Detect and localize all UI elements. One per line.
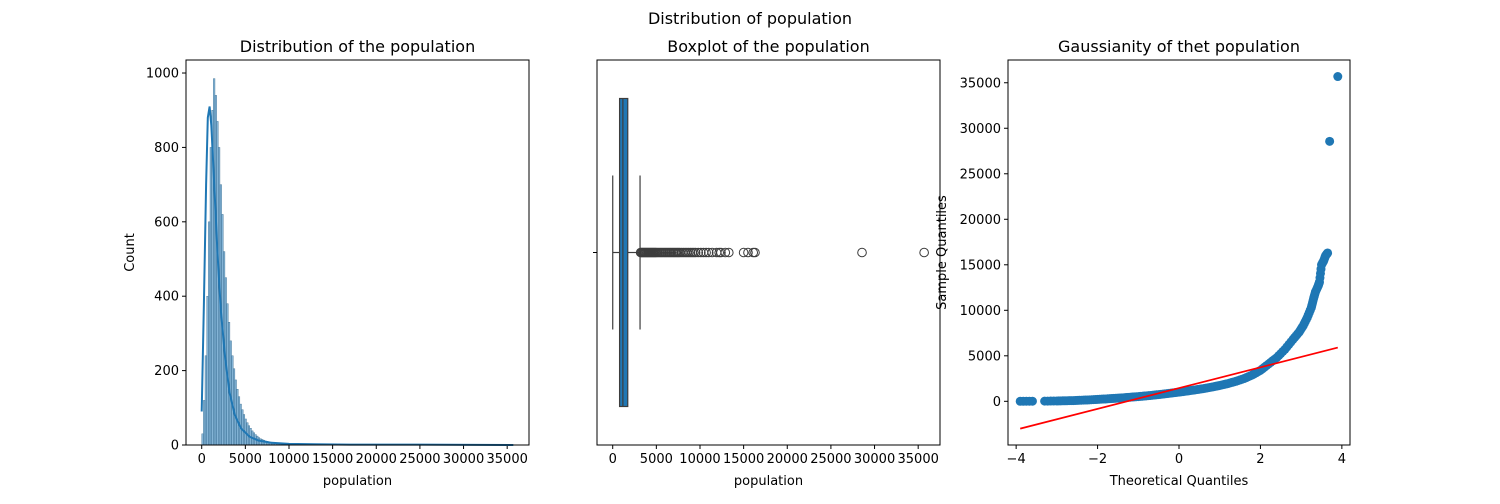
qq-ytick-label: 30000 bbox=[960, 122, 1001, 137]
histogram-ytick-label: 200 bbox=[154, 364, 179, 379]
qq-ylabel: Sample Quantiles bbox=[935, 195, 950, 310]
boxplot-xtick-label: 0 bbox=[609, 452, 617, 467]
qq-point bbox=[1323, 248, 1332, 257]
boxplot-iqr-box bbox=[620, 99, 628, 407]
histogram-xtick-label: 25000 bbox=[399, 452, 440, 467]
qq-reference-line bbox=[1020, 348, 1338, 429]
qq-xtick-label: 2 bbox=[1256, 452, 1264, 467]
histogram-xtick-label: 30000 bbox=[443, 452, 484, 467]
qq-title: Gaussianity of thet population bbox=[1058, 37, 1300, 56]
boxplot-xtick-label: 10000 bbox=[679, 452, 720, 467]
histogram-xtick-label: 15000 bbox=[312, 452, 353, 467]
histogram-bar bbox=[205, 356, 207, 445]
qq-ytick-label: 15000 bbox=[960, 258, 1001, 273]
histogram-xtick-label: 35000 bbox=[487, 452, 528, 467]
boxplot-title: Boxplot of the population bbox=[667, 37, 869, 56]
qq-ytick-label: 35000 bbox=[960, 76, 1001, 91]
histogram-ylabel: Count bbox=[123, 233, 138, 272]
boxplot-xlabel: population bbox=[734, 474, 803, 489]
histogram-bar bbox=[215, 95, 217, 445]
histogram-ytick-label: 1000 bbox=[146, 67, 179, 82]
histogram-xtick-label: 20000 bbox=[356, 452, 397, 467]
qq-xtick-label: −4 bbox=[1007, 452, 1026, 467]
qq-ytick-label: 10000 bbox=[960, 304, 1001, 319]
figure-suptitle: Distribution of population bbox=[648, 9, 852, 28]
histogram-kde-line bbox=[202, 107, 514, 446]
boxplot-xtick-label: 15000 bbox=[723, 452, 764, 467]
histogram-title: Distribution of the population bbox=[240, 37, 475, 56]
histogram-bar bbox=[207, 296, 209, 445]
qq-ytick-label: 25000 bbox=[960, 167, 1001, 182]
qq-xlabel: Theoretical Quantiles bbox=[1109, 474, 1249, 489]
boxplot-xtick-label: 25000 bbox=[810, 452, 851, 467]
boxplot-xtick-label: 5000 bbox=[640, 452, 673, 467]
histogram-bar bbox=[213, 79, 215, 445]
qq-ytick-label: 0 bbox=[993, 395, 1001, 410]
histogram-ytick-label: 800 bbox=[154, 141, 179, 156]
qq-point bbox=[1325, 137, 1334, 146]
histogram-xtick-label: 10000 bbox=[268, 452, 309, 467]
histogram-panel: Distribution of the population 0 5000 1000… bbox=[123, 37, 529, 489]
histogram-bar bbox=[242, 410, 244, 445]
histogram-xlabel: population bbox=[323, 474, 392, 489]
boxplot-xtick-label: 30000 bbox=[854, 452, 895, 467]
histogram-ytick-label: 0 bbox=[171, 439, 179, 454]
qq-point bbox=[1333, 72, 1342, 81]
histogram-bar bbox=[217, 121, 219, 445]
histogram-bar bbox=[202, 434, 204, 445]
histogram-bars bbox=[202, 79, 301, 445]
histogram-bar bbox=[208, 222, 210, 445]
boxplot-outliers bbox=[636, 248, 928, 257]
histogram-ytick-label: 600 bbox=[154, 215, 179, 230]
qq-ticks: −4 −2 0 2 4 0 5000 10000 15000 20000 25000 30000 350… bbox=[960, 76, 1346, 467]
boxplot-outlier bbox=[858, 248, 867, 257]
qq-points bbox=[1016, 72, 1343, 406]
boxplot-outlier bbox=[920, 248, 929, 257]
qq-xtick-label: −2 bbox=[1088, 452, 1107, 467]
histogram-bar bbox=[203, 400, 205, 445]
qq-ytick-label: 20000 bbox=[960, 213, 1001, 228]
qq-ytick-label: 5000 bbox=[968, 349, 1001, 364]
boxplot-xtick-label: 35000 bbox=[898, 452, 939, 467]
boxplot-xtick-label: 20000 bbox=[767, 452, 808, 467]
qq-point bbox=[1028, 397, 1037, 406]
histogram-xtick-label: 0 bbox=[198, 452, 206, 467]
qq-xtick-label: 0 bbox=[1175, 452, 1183, 467]
qq-xtick-label: 4 bbox=[1338, 452, 1346, 467]
histogram-xtick-label: 5000 bbox=[229, 452, 262, 467]
histogram-frame bbox=[186, 60, 529, 445]
histogram-ytick-label: 400 bbox=[154, 290, 179, 305]
qq-panel: Gaussianity of thet population −4 −2 0 2 4 0 5… bbox=[935, 37, 1350, 489]
histogram-bar bbox=[210, 147, 212, 445]
